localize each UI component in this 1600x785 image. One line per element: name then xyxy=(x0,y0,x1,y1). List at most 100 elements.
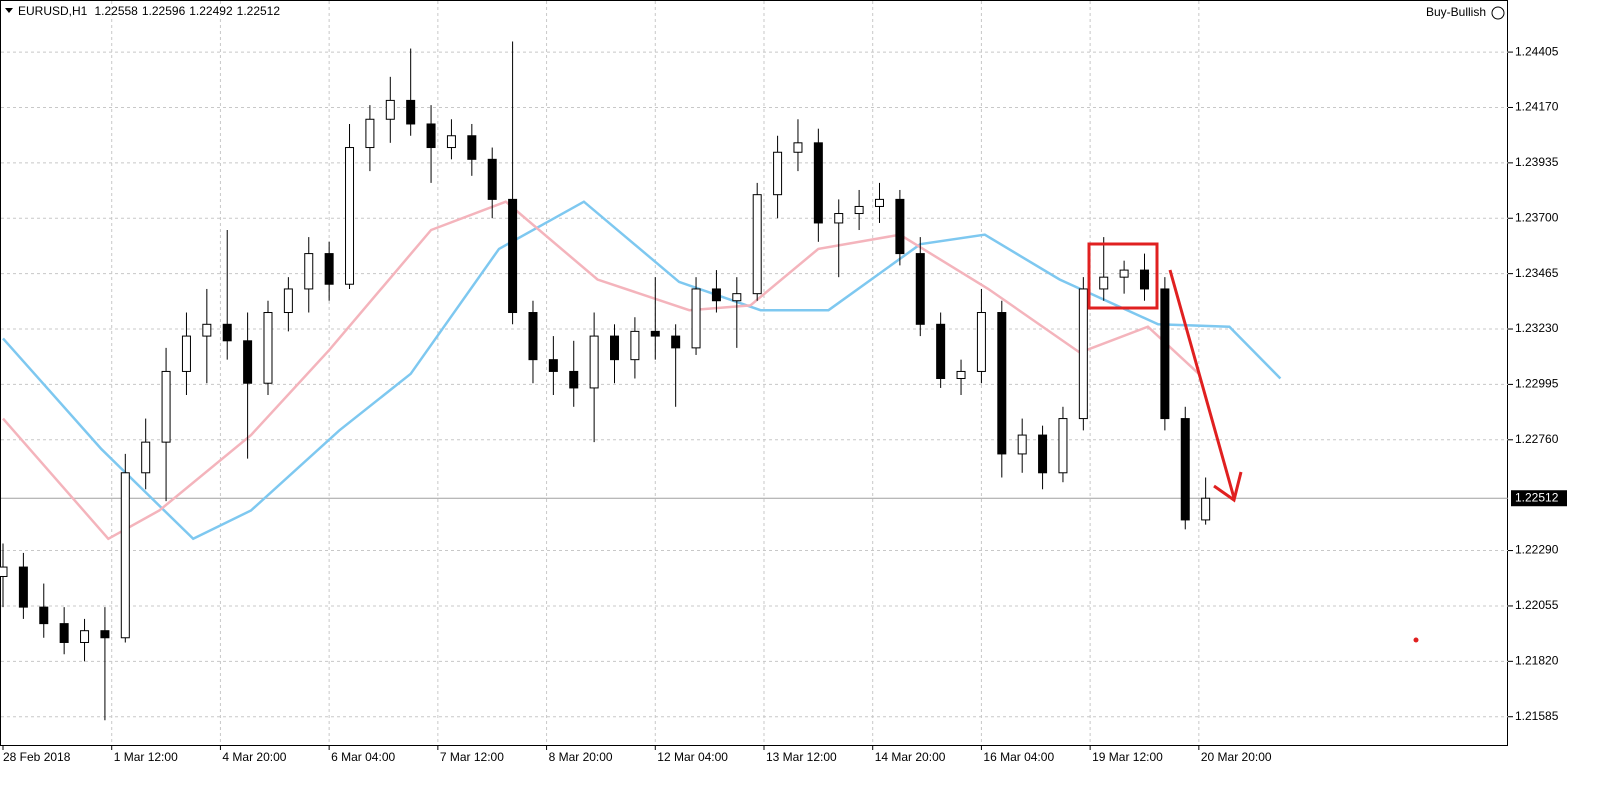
candle-body xyxy=(406,99,416,125)
arrow-head xyxy=(1213,471,1243,503)
candle-body xyxy=(345,147,355,285)
header-value: 1.22512 xyxy=(237,4,281,18)
expert-icon[interactable] xyxy=(1491,6,1505,20)
candle-body xyxy=(1017,434,1027,455)
y-tick-label: 1.24405 xyxy=(1515,44,1559,58)
y-tick-label: 1.22995 xyxy=(1515,377,1559,391)
x-tick-label: 20 Mar 20:00 xyxy=(1201,750,1272,764)
header: EURUSD,H1 1.22558 1.22596 1.22492 1.22512 xyxy=(18,4,280,18)
x-tick-label: 13 Mar 12:00 xyxy=(766,750,837,764)
x-tick-label: 28 Feb 2018 xyxy=(3,750,71,764)
candle-body xyxy=(1139,269,1149,290)
y-tick-label: 1.24170 xyxy=(1515,100,1559,114)
x-tick-label: 1 Mar 12:00 xyxy=(114,750,178,764)
arrow-shaft xyxy=(1168,269,1236,499)
candle-body xyxy=(1180,418,1190,521)
candle-body xyxy=(610,335,620,361)
candle-body xyxy=(528,312,538,361)
moving-averages xyxy=(2,200,1282,541)
y-tick-label: 1.22055 xyxy=(1515,598,1559,612)
x-tick-label: 4 Mar 20:00 xyxy=(222,750,286,764)
y-tick-label: 1.23465 xyxy=(1515,266,1559,280)
x-tick-label: 8 Mar 20:00 xyxy=(549,750,613,764)
candle-body xyxy=(1201,497,1211,521)
candle-body xyxy=(813,142,823,224)
highlight-box xyxy=(1087,242,1159,310)
candle-body xyxy=(1058,418,1068,474)
candle-body xyxy=(304,253,314,290)
y-tick-label: 1.21820 xyxy=(1515,654,1559,668)
plot-frame xyxy=(0,0,1508,746)
header-value: 1.22558 xyxy=(94,4,138,18)
candle-body xyxy=(773,151,783,196)
candle-body xyxy=(671,335,681,349)
candle-body xyxy=(283,288,293,314)
signal-dot xyxy=(1413,637,1419,643)
candle-body xyxy=(39,606,49,625)
header-value: 1.22596 xyxy=(142,4,186,18)
candle-body xyxy=(487,158,497,200)
y-tick-label: 1.23230 xyxy=(1515,321,1559,335)
candle-body xyxy=(936,323,946,380)
y-tick-label: 1.23935 xyxy=(1515,155,1559,169)
candle-body xyxy=(80,630,90,643)
y-tick-label: 1.23700 xyxy=(1515,210,1559,224)
candle-body xyxy=(711,288,721,302)
candle-body xyxy=(426,123,436,149)
x-tick-label: 7 Mar 12:00 xyxy=(440,750,504,764)
candle-body xyxy=(752,194,762,295)
candle-body xyxy=(650,330,660,337)
candle-body xyxy=(243,340,253,384)
x-tick-label: 19 Mar 12:00 xyxy=(1092,750,1163,764)
candle-body xyxy=(385,99,395,120)
x-tick-label: 16 Mar 04:00 xyxy=(983,750,1054,764)
candle-body xyxy=(467,135,477,160)
candle-body xyxy=(508,198,518,314)
candle-body xyxy=(691,288,701,349)
y-tick-label: 1.22760 xyxy=(1515,432,1559,446)
candle-body xyxy=(263,312,273,384)
candle-body xyxy=(569,370,579,389)
candle-body xyxy=(1119,269,1129,278)
candle-body xyxy=(793,142,803,153)
candle-body xyxy=(976,312,986,372)
candle-body xyxy=(1038,434,1048,474)
candle-body xyxy=(997,312,1007,455)
candle-body xyxy=(1160,288,1170,420)
candle-body xyxy=(915,253,925,325)
x-tick-label: 12 Mar 04:00 xyxy=(657,750,728,764)
x-tick-label: 6 Mar 04:00 xyxy=(331,750,395,764)
candle-body xyxy=(141,441,151,474)
x-tick-label: 14 Mar 20:00 xyxy=(875,750,946,764)
y-tick-label: 1.21585 xyxy=(1515,709,1559,723)
candle-body xyxy=(589,335,599,389)
last-price-label: 1.22512 xyxy=(1515,490,1559,504)
grid xyxy=(1,1,1508,745)
expert-name: Buy-Bullish xyxy=(1426,5,1486,19)
candle-body xyxy=(956,370,966,380)
candle-body xyxy=(181,335,191,372)
candle-body xyxy=(0,566,8,577)
candle-body xyxy=(1078,288,1088,420)
candle-body xyxy=(120,472,130,639)
y-tick-label: 1.22290 xyxy=(1515,543,1559,557)
candle-body xyxy=(446,135,456,149)
candle-body xyxy=(854,205,864,215)
candle-body xyxy=(365,118,375,149)
candle-body xyxy=(732,293,742,302)
symbol: EURUSD,H1 xyxy=(18,4,88,18)
candle-body xyxy=(1099,276,1109,290)
candle-body xyxy=(895,198,905,255)
candle-body xyxy=(875,198,885,207)
candle-body xyxy=(548,359,558,372)
header-value: 1.22492 xyxy=(189,4,233,18)
moving-average xyxy=(2,200,1200,541)
moving-average xyxy=(2,200,1282,541)
candles xyxy=(0,41,1211,721)
menu-triangle[interactable] xyxy=(5,8,13,13)
candle-body xyxy=(324,253,334,285)
candle-body xyxy=(630,330,640,361)
candle-body xyxy=(18,566,28,608)
candle-body xyxy=(222,323,232,342)
